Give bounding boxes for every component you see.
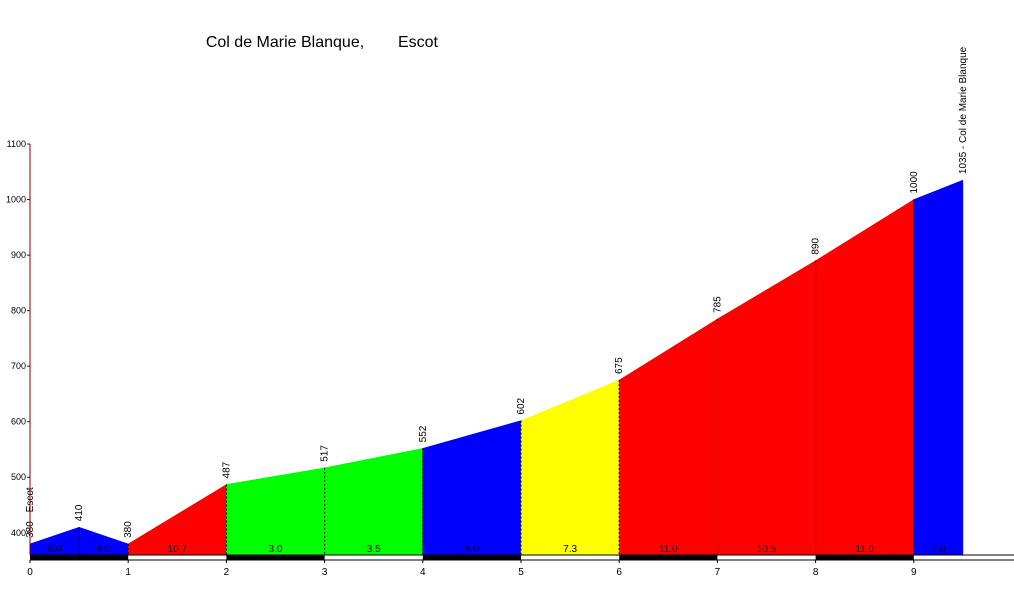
profile-segment xyxy=(324,448,424,556)
x-tick-label: 0 xyxy=(27,567,33,578)
elevation-label: 890 xyxy=(811,238,822,255)
km-strip xyxy=(815,555,914,560)
profile-segment xyxy=(520,379,620,556)
gradient-label: 11.0 xyxy=(659,544,678,555)
profile-segment xyxy=(226,467,325,556)
gradient-label: 3.0 xyxy=(269,544,283,555)
x-tick-label: 2 xyxy=(224,567,230,578)
profile-segment xyxy=(913,179,964,556)
gradient-label: 10.7 xyxy=(168,544,188,555)
elevation-label: 380 xyxy=(123,521,134,538)
y-tick-label: 1100 xyxy=(7,139,26,149)
y-tick-label: 600 xyxy=(11,417,26,427)
x-tick-label: 8 xyxy=(813,567,819,578)
profile-segment xyxy=(422,420,522,556)
y-tick-label: 1000 xyxy=(6,195,26,205)
chart-subtitle: Escot xyxy=(398,34,439,51)
gradient-label: 7.3 xyxy=(563,544,577,555)
gradient-label: 10.5 xyxy=(757,544,777,555)
elevation-label: 602 xyxy=(516,397,527,414)
km-strip xyxy=(226,555,325,560)
elevation-label: 1035 - Col de Marie Blanque xyxy=(958,46,969,174)
elevation-label: 410 xyxy=(74,504,85,521)
x-tick-label: 5 xyxy=(518,567,524,578)
elevation-label: 517 xyxy=(320,445,331,462)
elevation-label: 675 xyxy=(614,357,625,374)
elevation-label: 785 xyxy=(712,296,723,313)
x-tick-label: 3 xyxy=(322,567,328,578)
y-tick-label: 800 xyxy=(11,306,26,316)
y-tick-label: 400 xyxy=(11,528,26,538)
y-tick-label: 500 xyxy=(11,472,26,482)
gradient-label: 11.0 xyxy=(855,544,874,555)
elevation-label: 552 xyxy=(418,425,429,442)
km-strip xyxy=(422,555,521,560)
x-tick-label: 1 xyxy=(125,567,131,578)
profile-segment xyxy=(815,199,915,556)
x-tick-label: 7 xyxy=(715,567,721,578)
y-tick-label: 700 xyxy=(11,361,26,371)
x-tick-label: 6 xyxy=(616,567,622,578)
profile-segment xyxy=(618,318,718,556)
chart-title: Col de Marie Blanque, xyxy=(206,34,364,51)
profile-segment xyxy=(717,260,816,556)
km-strip xyxy=(30,555,129,560)
x-tick-label: 4 xyxy=(420,567,426,578)
gradient-label: 3.5 xyxy=(367,544,381,555)
km-strip xyxy=(619,555,718,560)
x-tick-label: 9 xyxy=(911,567,917,578)
gradient-label: 7.0 xyxy=(931,544,945,555)
gradient-label: 5.0 xyxy=(465,544,479,555)
elevation-label: 1000 xyxy=(909,171,920,194)
gradient-label: 6.0 xyxy=(48,544,62,555)
elevation-label: 487 xyxy=(221,461,232,478)
y-tick-label: 900 xyxy=(11,250,26,260)
gradient-label: 6.0 xyxy=(97,544,111,555)
